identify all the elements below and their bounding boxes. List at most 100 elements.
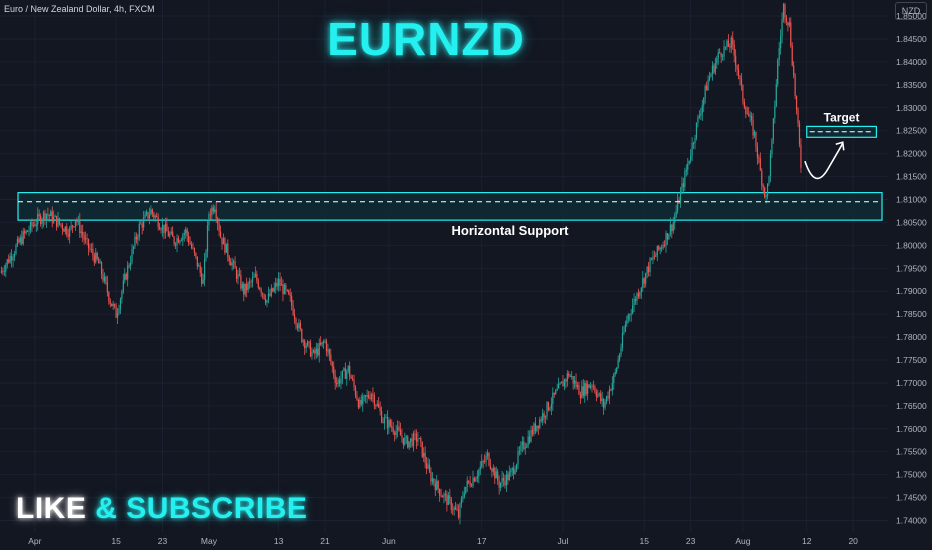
- candle-body: [534, 423, 537, 431]
- candle-body: [3, 271, 5, 273]
- candle-body: [11, 256, 13, 261]
- candle-body: [179, 240, 181, 243]
- candle-body: [452, 509, 454, 511]
- candle-body: [315, 348, 317, 354]
- candle-body: [749, 116, 751, 117]
- candle-body: [601, 398, 603, 401]
- candle-body: [102, 274, 104, 281]
- candle-body: [160, 229, 162, 231]
- candle-body: [736, 65, 738, 70]
- candle-body: [782, 4, 785, 20]
- candle-body: [328, 349, 330, 355]
- candle-body: [177, 238, 180, 243]
- support-zone: [17, 192, 883, 221]
- candle-body: [246, 283, 248, 291]
- candle-body: [621, 333, 624, 348]
- time-tick-label: 13: [274, 536, 284, 546]
- candle-body: [714, 63, 716, 73]
- candle-body: [243, 283, 245, 295]
- candle-body: [640, 287, 642, 293]
- candle-body: [501, 478, 503, 483]
- candle-body: [753, 131, 756, 136]
- time-axis[interactable]: Apr 15 23 May 13 21 Jun 17 Jul 15 23 Aug 12 20: [0, 532, 888, 550]
- price-axis[interactable]: 1.74000 1.74500 1.75000 1.75500 1.76000 1.765…: [888, 0, 932, 550]
- price-tick-label: 1.76000: [896, 424, 927, 434]
- candle-body: [443, 494, 445, 498]
- candle-body: [768, 176, 770, 184]
- time-tick-label: 21: [320, 536, 330, 546]
- candle-body: [150, 209, 152, 215]
- candle-body: [517, 451, 519, 465]
- candle-body: [55, 215, 58, 227]
- candle-body: [595, 392, 597, 397]
- candle-body: [112, 304, 114, 307]
- candle-body: [83, 235, 85, 240]
- candle-body: [775, 84, 777, 106]
- candle-body: [359, 399, 361, 408]
- candle-body: [661, 247, 663, 249]
- candle-body: [301, 329, 303, 342]
- candle-body: [582, 386, 584, 396]
- candle-body: [311, 352, 313, 357]
- candle-body: [494, 467, 496, 479]
- time-tick-label: May: [201, 536, 218, 546]
- candle-body: [275, 282, 277, 288]
- candle-body: [217, 218, 219, 224]
- time-tick-label: 15: [111, 536, 121, 546]
- candle-body: [795, 95, 798, 110]
- candle-body: [161, 224, 164, 231]
- candle-body: [308, 341, 310, 343]
- candle-body: [666, 233, 669, 240]
- candle-body: [674, 216, 676, 223]
- time-tick-label: 23: [158, 536, 168, 546]
- candle-body: [292, 305, 294, 315]
- candle-body: [626, 319, 628, 325]
- candle-body: [415, 433, 418, 442]
- candle-body: [769, 154, 772, 177]
- price-tick-label: 1.76500: [896, 401, 927, 411]
- candle-body: [556, 388, 558, 391]
- candle-body: [449, 495, 451, 499]
- candle-body: [469, 482, 471, 486]
- candle-body: [576, 385, 579, 388]
- candle-body: [790, 22, 792, 47]
- candle-body: [285, 285, 287, 290]
- candle-body: [460, 498, 463, 504]
- candle-body: [87, 239, 90, 249]
- candle-body: [164, 224, 167, 234]
- candle-body: [215, 209, 217, 219]
- candle-body: [685, 169, 687, 172]
- candle-body: [378, 403, 380, 408]
- candle-body: [109, 301, 111, 304]
- candle-body: [331, 362, 333, 367]
- candle-body: [26, 230, 29, 232]
- candle-body: [370, 394, 373, 399]
- candle-body: [766, 183, 769, 196]
- candle-body: [695, 122, 698, 139]
- candle-body: [405, 436, 407, 438]
- candle-body: [382, 422, 384, 424]
- candle-body: [35, 224, 37, 226]
- candle-body: [708, 76, 711, 80]
- candle-body: [553, 392, 555, 395]
- candle-body: [781, 19, 783, 37]
- candle-body: [510, 470, 512, 473]
- candle-body: [82, 231, 84, 236]
- price-tick-label: 1.79000: [896, 286, 927, 296]
- candle-body: [623, 331, 625, 334]
- candle-body: [581, 386, 583, 399]
- candle-body: [221, 237, 223, 245]
- candle-body: [50, 211, 52, 216]
- candle-body: [138, 223, 140, 238]
- candle-body: [80, 231, 82, 234]
- candle-body: [321, 341, 323, 345]
- currency-button[interactable]: NZD: [895, 2, 927, 20]
- candle-body: [492, 467, 494, 472]
- candle-body: [717, 52, 719, 59]
- candle-body: [376, 403, 378, 406]
- candle-body: [169, 233, 171, 237]
- candle-body: [235, 268, 238, 279]
- candle-body: [282, 283, 284, 295]
- candle-body: [573, 380, 576, 384]
